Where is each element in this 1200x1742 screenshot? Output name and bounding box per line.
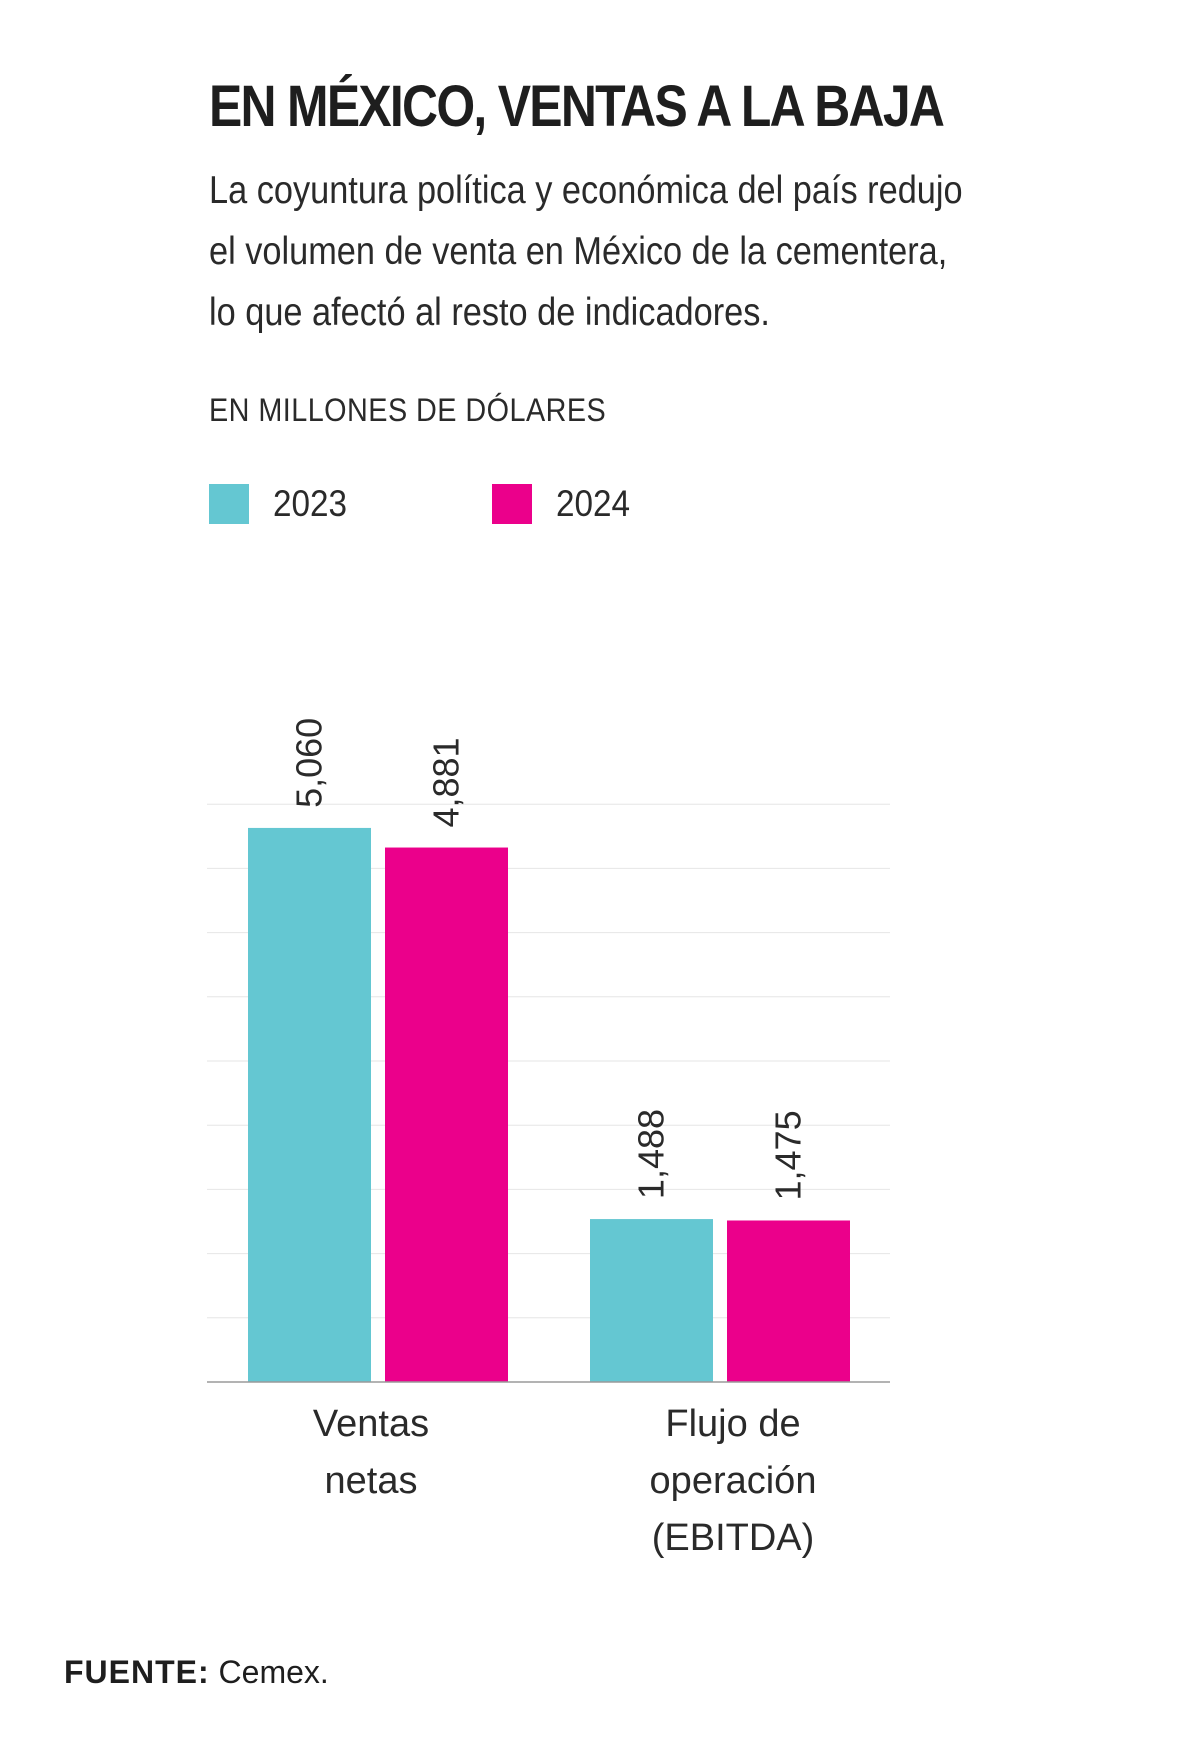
bar-2024-1 bbox=[727, 1220, 850, 1382]
category-label-ventas-netas: Ventas netas bbox=[312, 1403, 430, 1502]
bar-2023-0 bbox=[248, 827, 371, 1382]
value-label-2024-1: 1,475 bbox=[768, 1110, 809, 1200]
legend-swatch-2023 bbox=[209, 484, 249, 524]
chart-subtitle: La coyuntura política y económica del pa… bbox=[209, 169, 963, 334]
chart-title: EN MÉXICO, VENTAS A LA BAJA bbox=[209, 74, 945, 139]
value-label-2023-0: 5,060 bbox=[289, 718, 330, 808]
value-label-2024-0: 4,881 bbox=[426, 737, 467, 827]
value-label-2023-1: 1,488 bbox=[631, 1109, 672, 1199]
legend-label-2023: 2023 bbox=[273, 483, 348, 524]
source-text: Cemex. bbox=[209, 1654, 329, 1690]
legend-swatch-2024 bbox=[492, 484, 532, 524]
category-label-ebitda: Flujo de operación (EBITDA) bbox=[649, 1403, 817, 1559]
bar-2024-0 bbox=[385, 847, 508, 1382]
units-label: EN MILLONES DE DÓLARES bbox=[209, 392, 607, 428]
legend-label-2024: 2024 bbox=[556, 483, 631, 524]
bar-2023-1 bbox=[590, 1219, 713, 1382]
source-label: FUENTE: bbox=[64, 1654, 210, 1690]
source-note: FUENTE: Cemex. bbox=[64, 1652, 329, 1692]
